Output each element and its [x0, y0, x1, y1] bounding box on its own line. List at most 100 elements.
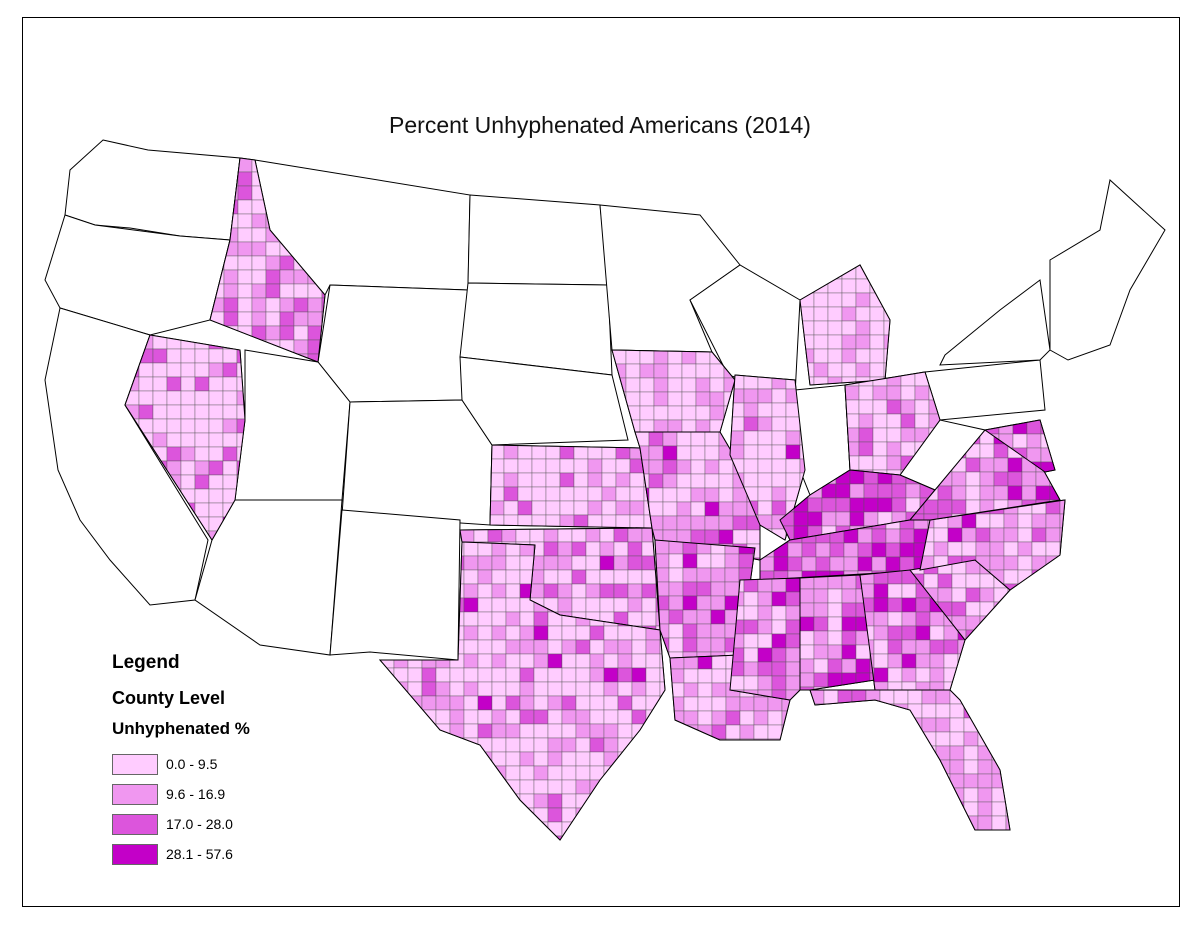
county-cell [585, 541, 601, 557]
county-cell [613, 583, 629, 599]
county-cell [773, 556, 789, 572]
county-cell [676, 515, 692, 531]
county-cell [477, 555, 493, 571]
county-cell [152, 390, 168, 406]
county-cell [883, 320, 890, 336]
county-cell [810, 787, 825, 803]
county-cell [152, 432, 168, 448]
county-cell [871, 542, 887, 558]
county-cell [841, 306, 857, 322]
county-cell [491, 611, 507, 627]
county-cell [949, 731, 965, 747]
county-cell [885, 528, 901, 544]
county-cell [690, 459, 706, 475]
county-cell [629, 514, 645, 528]
county-cell [887, 639, 903, 655]
county-cell [869, 278, 885, 294]
county-cell [166, 348, 182, 364]
county-cell [873, 639, 889, 655]
county-cell [739, 696, 755, 712]
county-cell [655, 611, 660, 627]
county-cell [617, 737, 633, 753]
county-cell [166, 376, 182, 392]
county-cell [421, 751, 437, 767]
county-cell [843, 542, 859, 558]
county-cell [785, 647, 800, 663]
county-cell [993, 443, 1009, 459]
county-cell [223, 297, 239, 313]
county-cell [477, 625, 493, 641]
county-cell [901, 653, 917, 669]
county-cell [801, 542, 817, 558]
county-cell [851, 815, 867, 830]
county-cell [697, 738, 713, 740]
county-cell [421, 723, 437, 739]
state-outline [729, 374, 806, 541]
county-cell [757, 430, 773, 446]
county-cell [208, 418, 224, 434]
county-cell [407, 807, 423, 823]
county-cell [965, 573, 981, 589]
county-cell [393, 807, 409, 823]
county-cell [575, 639, 591, 655]
county-cell [979, 587, 995, 603]
county-cell [491, 555, 507, 571]
county-cell [667, 391, 683, 407]
county-cell [785, 591, 800, 607]
county-cell [921, 801, 937, 817]
county-cell [676, 459, 692, 475]
county-cell [771, 500, 787, 516]
county-cell [601, 472, 617, 488]
county-cell [1003, 513, 1019, 529]
county-cell [977, 801, 993, 817]
county-cell [503, 514, 519, 528]
county-cell [668, 637, 684, 653]
county-cell [463, 583, 479, 599]
county-cell [843, 556, 859, 572]
county-cell [977, 690, 993, 705]
county-cell [421, 681, 437, 697]
county-cell [900, 427, 916, 443]
county-cell [166, 390, 182, 406]
county-cell [695, 405, 711, 421]
county-cell [725, 696, 741, 712]
county-cell [851, 717, 867, 733]
county-cell [603, 639, 619, 655]
county-cell [743, 619, 759, 635]
county-cell [893, 773, 909, 789]
county-cell [645, 821, 661, 837]
county-cell [851, 801, 867, 817]
county-cell [1031, 527, 1047, 543]
county-cell [1045, 569, 1061, 585]
county-cell [949, 745, 965, 761]
county-cell [907, 815, 923, 830]
county-cell [279, 255, 295, 271]
county-cell [545, 472, 561, 488]
state-outline [378, 541, 666, 841]
county-cell [893, 745, 909, 761]
county-cell [757, 619, 773, 635]
county-cell [603, 667, 619, 683]
county-cell [505, 639, 521, 655]
county-cell [937, 499, 953, 515]
county-cell [533, 779, 549, 795]
county-cell [617, 667, 633, 683]
county-cell [648, 432, 664, 447]
county-cell [1031, 569, 1047, 585]
county-cell [815, 556, 831, 572]
county-cell [505, 653, 521, 669]
county-cell [1003, 555, 1019, 571]
county-cell [463, 821, 479, 837]
county-cell [517, 472, 533, 488]
county-cell [237, 199, 253, 215]
county-cell [505, 835, 521, 840]
county-cell [615, 500, 631, 516]
county-cell [279, 297, 295, 313]
county-cell [793, 511, 809, 527]
county-cell [575, 667, 591, 683]
county-cell [683, 682, 699, 698]
county-cell [827, 278, 843, 294]
county-cell [800, 334, 815, 350]
county-cell [921, 690, 937, 705]
county-cell [251, 283, 267, 299]
